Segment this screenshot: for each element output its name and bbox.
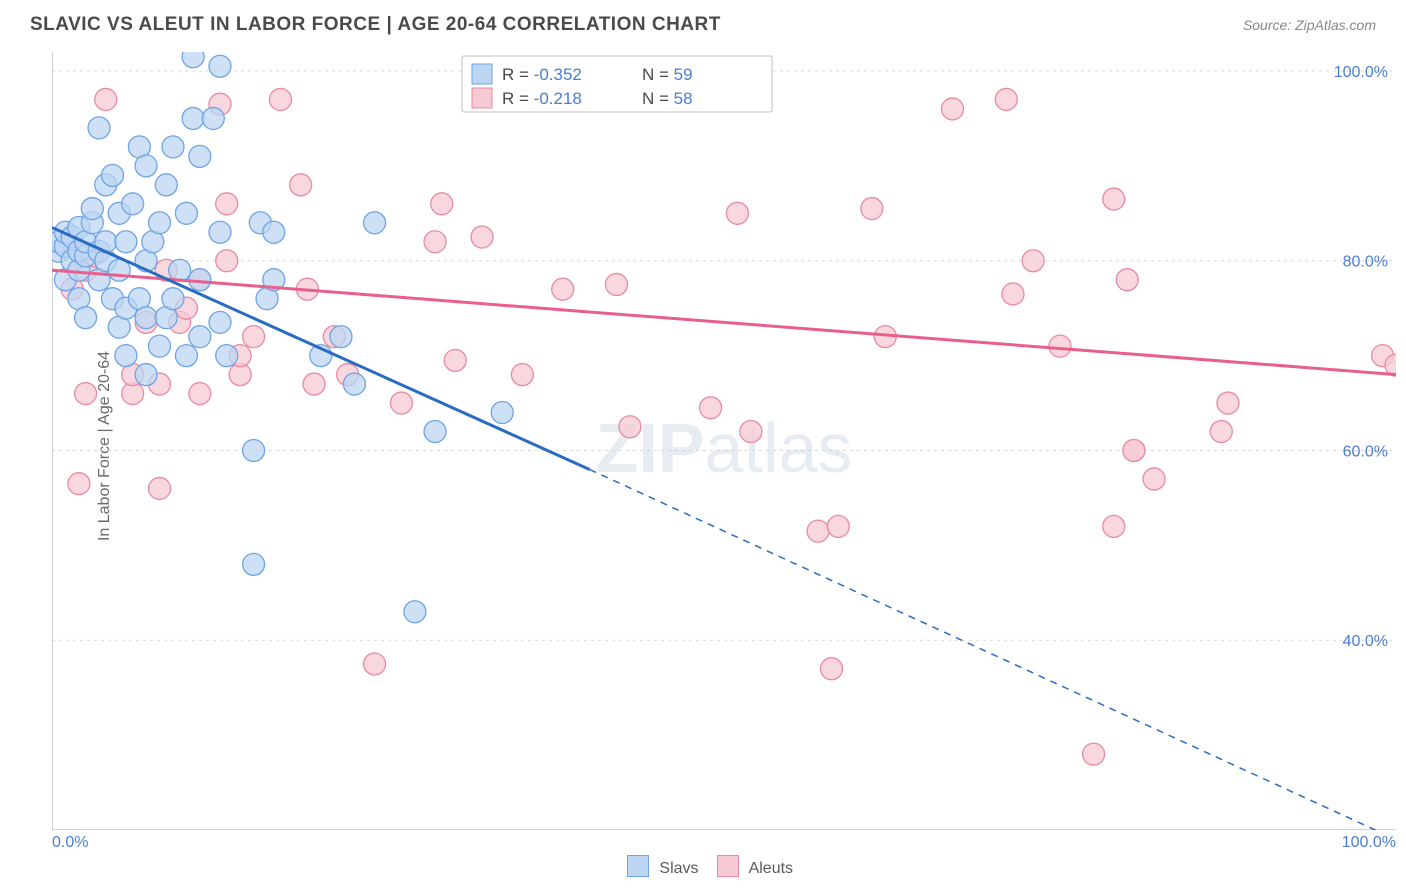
svg-text:R = -0.218: R = -0.218 <box>502 89 582 108</box>
chart-container: SLAVIC VS ALEUT IN LABOR FORCE | AGE 20-… <box>0 0 1406 892</box>
chart-svg: ZIPatlas 40.0%60.0%80.0%100.0% R = -0.35… <box>52 52 1396 830</box>
x-tick-label-min: 0.0% <box>52 834 88 852</box>
svg-text:80.0%: 80.0% <box>1343 254 1388 271</box>
svg-text:R = -0.352: R = -0.352 <box>502 65 582 84</box>
bottom-legend-label-aleuts: Aleuts <box>749 860 793 877</box>
source-label: Source: ZipAtlas.com <box>1243 17 1376 33</box>
correlation-legend: R = -0.352 N = 59 R = -0.218 N = 58 <box>462 56 772 112</box>
legend-swatch-aleuts <box>472 88 492 108</box>
svg-text:100.0%: 100.0% <box>1334 64 1388 81</box>
x-tick-label-max: 100.0% <box>1342 834 1396 852</box>
bottom-legend-swatch-slavs <box>627 855 649 877</box>
svg-text:N = 58: N = 58 <box>642 89 693 108</box>
title-row: SLAVIC VS ALEUT IN LABOR FORCE | AGE 20-… <box>0 0 1406 36</box>
slavs-scatter <box>52 52 513 623</box>
svg-text:60.0%: 60.0% <box>1343 443 1388 460</box>
chart-title: SLAVIC VS ALEUT IN LABOR FORCE | AGE 20-… <box>30 14 721 36</box>
bottom-legend: Slavs Aleuts <box>0 855 1406 878</box>
svg-text:40.0%: 40.0% <box>1343 633 1388 650</box>
bottom-legend-label-slavs: Slavs <box>659 860 698 877</box>
x-axis-labels: 0.0% 100.0% <box>52 834 1396 856</box>
legend-swatch-slavs <box>472 64 492 84</box>
svg-text:N = 59: N = 59 <box>642 65 693 84</box>
plot-area: ZIPatlas 40.0%60.0%80.0%100.0% R = -0.35… <box>52 52 1396 830</box>
bottom-legend-swatch-aleuts <box>717 855 739 877</box>
